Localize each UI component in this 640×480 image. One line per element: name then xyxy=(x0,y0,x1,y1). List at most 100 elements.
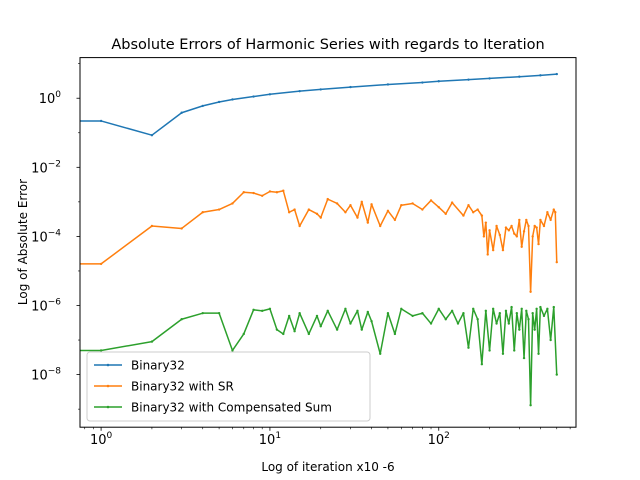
series-3-point xyxy=(450,309,454,313)
series-2-point xyxy=(554,211,557,214)
series-3-point xyxy=(429,322,433,325)
series-2-point xyxy=(360,200,363,204)
series-2-point xyxy=(268,190,272,193)
series-1-point xyxy=(62,120,64,122)
series-3-point xyxy=(261,309,264,313)
series-2-point xyxy=(520,245,523,249)
series-1-point xyxy=(319,88,322,91)
series-2-point xyxy=(217,208,221,211)
series-3-point xyxy=(537,352,540,355)
x-tick-label: 102 xyxy=(428,431,450,448)
series-1-point xyxy=(488,77,491,80)
series-3-point xyxy=(356,309,359,313)
series-3-point xyxy=(476,318,479,321)
series-3-point xyxy=(504,309,508,313)
series-3-point xyxy=(480,362,484,366)
series-2-point xyxy=(242,191,245,194)
series-3-point xyxy=(542,314,546,318)
series-2-point xyxy=(62,263,64,265)
series-3-point xyxy=(522,356,526,360)
series-2-point xyxy=(484,221,488,224)
series-2-point xyxy=(349,204,352,207)
series-2-point xyxy=(180,227,183,230)
series-2-point xyxy=(356,216,359,219)
series-1-point xyxy=(421,81,424,84)
series-1-point xyxy=(349,85,352,89)
series-3-point xyxy=(326,309,329,313)
series-2-point xyxy=(411,202,414,205)
series-2-point xyxy=(282,189,285,192)
series-2-point xyxy=(486,253,489,256)
series-3-point xyxy=(99,349,103,352)
series-3-point xyxy=(360,328,363,331)
series-3-point xyxy=(252,308,255,312)
series-1-point xyxy=(231,98,234,101)
series-2-point xyxy=(379,224,382,228)
series-2-point xyxy=(437,206,440,209)
series-3-point xyxy=(529,404,532,407)
series-3-point xyxy=(462,311,465,315)
series-3-point xyxy=(507,322,511,325)
series-3-point xyxy=(379,352,382,355)
series-1-point xyxy=(180,111,183,114)
series-2-point xyxy=(252,191,255,195)
legend: Binary32 Binary32 with SR Binary32 with Co… xyxy=(86,351,371,422)
series-3-point xyxy=(400,307,403,311)
series-2-point xyxy=(498,233,502,237)
series-2-point xyxy=(501,248,505,252)
series-1-point xyxy=(298,89,301,93)
series-3-point xyxy=(268,307,272,311)
series-2-point xyxy=(515,235,519,238)
series-2-point xyxy=(298,224,301,228)
series-3-point xyxy=(491,307,495,311)
series-2-point xyxy=(510,224,513,228)
series-3-point xyxy=(242,332,245,336)
legend-marker xyxy=(106,405,110,409)
y-tick-label: 10−8 xyxy=(31,367,61,384)
series-2-point xyxy=(99,262,103,266)
series-2-point xyxy=(370,203,373,206)
series-3-point xyxy=(495,322,498,325)
series-2-point xyxy=(488,229,491,232)
series-2-point xyxy=(491,248,495,252)
legend-marker xyxy=(106,363,110,367)
series-1-point xyxy=(539,74,542,77)
series-2-point xyxy=(261,194,264,197)
series-3-point xyxy=(150,340,154,343)
series-2-point xyxy=(307,208,311,211)
series-2-point xyxy=(513,232,516,235)
series-3-point xyxy=(518,328,521,331)
series-3-point xyxy=(444,318,447,321)
series-3-point xyxy=(525,309,528,313)
series-3-point xyxy=(527,318,530,321)
series-3-point xyxy=(484,309,488,313)
series-3-point xyxy=(180,318,183,321)
series-2-point xyxy=(507,229,511,232)
series-2-point xyxy=(539,218,542,222)
series-2-point xyxy=(400,204,403,207)
series-3-point xyxy=(275,328,279,331)
series-2-point xyxy=(462,214,465,217)
series-3-point xyxy=(531,311,534,315)
series-3-point xyxy=(386,311,390,315)
y-axis-label: Log of Absolute Error xyxy=(16,179,30,305)
series-3-point xyxy=(515,311,519,315)
series-3-point xyxy=(539,305,542,309)
series-2-point xyxy=(476,208,479,211)
legend-label: Binary32 with Compensated Sum xyxy=(131,401,332,415)
series-2-point xyxy=(522,230,526,233)
series-2-point xyxy=(421,208,424,211)
series-2-point xyxy=(293,208,296,211)
series-2-point xyxy=(531,235,534,238)
series-2-point xyxy=(467,204,470,207)
series-1-point xyxy=(150,134,154,137)
series-3-point xyxy=(510,305,513,309)
x-tick-label: 100 xyxy=(90,431,113,448)
y-tick-label: 10−2 xyxy=(31,159,61,176)
series-2-point xyxy=(527,224,530,228)
series-2-point xyxy=(344,211,347,214)
series-3-point xyxy=(535,307,538,311)
series-3-point xyxy=(335,328,339,331)
plot-area xyxy=(62,72,558,407)
